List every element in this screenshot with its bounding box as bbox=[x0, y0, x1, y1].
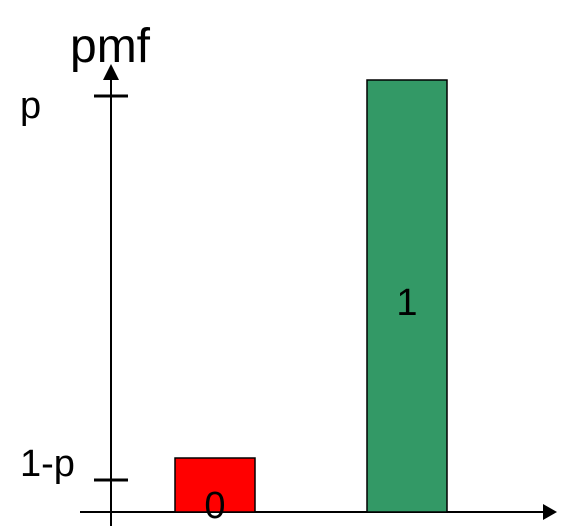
y-axis-arrowhead bbox=[103, 64, 119, 80]
y-axis-title: pmf bbox=[70, 20, 151, 73]
bar-0 bbox=[174, 457, 256, 513]
bar-label-1: 1 bbox=[396, 282, 417, 324]
x-axis-arrowhead bbox=[543, 504, 557, 520]
bar-1 bbox=[366, 79, 448, 513]
bar-label-0: 0 bbox=[204, 485, 225, 527]
y-tick-label-1-p: 1-p bbox=[20, 443, 75, 485]
y-tick-label-p: p bbox=[20, 85, 41, 127]
